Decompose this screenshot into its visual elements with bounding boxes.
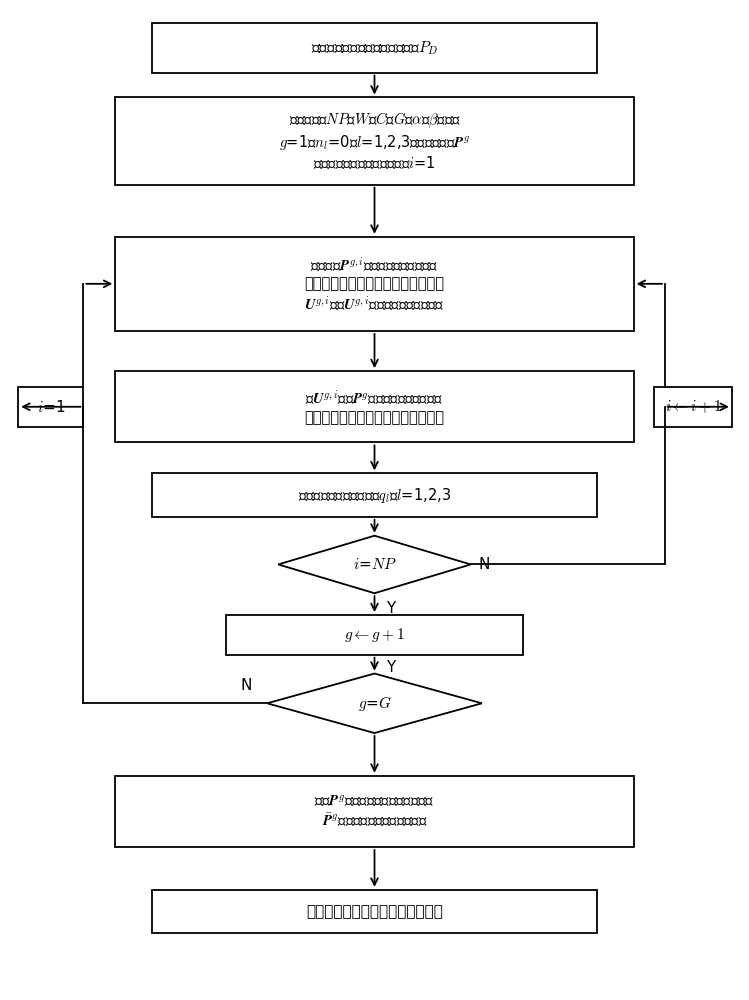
Text: Y: Y <box>386 601 395 616</box>
Text: 对候选解$\boldsymbol{P}^{g,i}$，选择变异算子进行变
异，然后进行交叉操作，产生候选解
$\boldsymbol{U}^{g,i}$，若$\: 对候选解$\boldsymbol{P}^{g,i}$，选择变异算子进行变 异，然… <box>304 255 445 313</box>
Polygon shape <box>278 536 471 593</box>
Bar <box>115 237 634 331</box>
Text: 输出最佳满意度的解作为调度方案: 输出最佳满意度的解作为调度方案 <box>306 904 443 919</box>
Text: 获取发电机组参数以及负载功率$P_D$: 获取发电机组参数以及负载功率$P_D$ <box>311 39 438 57</box>
Text: N: N <box>478 557 490 572</box>
Text: 初始化参数$NP$，$W$，$C$，$G$，$\alpha$，$\beta$，设置
$g$=1，$n_l$=0，$l$=1,2,3，初始化解集$\boldsym: 初始化参数$NP$，$W$，$C$，$G$，$\alpha$，$\beta$，设… <box>279 111 470 171</box>
Bar <box>115 371 634 442</box>
Bar <box>115 776 634 847</box>
Bar <box>152 23 597 73</box>
Text: Y: Y <box>386 660 395 675</box>
Text: N: N <box>241 678 252 693</box>
Bar <box>226 615 523 655</box>
Bar <box>654 387 732 427</box>
Text: 输出$\boldsymbol{P}^g$中的非支配解作为候选解集
$\bar{\boldsymbol{P}}^g$，并计算各候选解的满意度: 输出$\boldsymbol{P}^g$中的非支配解作为候选解集 $\bar{\… <box>315 794 434 829</box>
Bar <box>18 387 83 427</box>
Bar <box>115 97 634 185</box>
Bar <box>152 473 597 517</box>
Text: $g$=$G$: $g$=$G$ <box>358 694 391 713</box>
Text: $i$=1: $i$=1 <box>37 399 65 415</box>
Text: 将$\boldsymbol{U}^{g,i}$加入$\boldsymbol{P}^g$，利用非支配排序、支
配次数以及超体积贡献量删除最差解: 将$\boldsymbol{U}^{g,i}$加入$\boldsymbol{P}… <box>305 389 444 425</box>
Polygon shape <box>267 674 482 733</box>
Text: $i$=$NP$: $i$=$NP$ <box>353 557 396 572</box>
Bar <box>152 890 597 933</box>
Text: $i\leftarrow i+1$: $i\leftarrow i+1$ <box>664 398 721 415</box>
Text: $g\leftarrow g+1$: $g\leftarrow g+1$ <box>344 626 405 644</box>
Text: 计算算子效应和累积绩效$q_l$，$l$=1,2,3: 计算算子效应和累积绩效$q_l$，$l$=1,2,3 <box>298 486 451 505</box>
